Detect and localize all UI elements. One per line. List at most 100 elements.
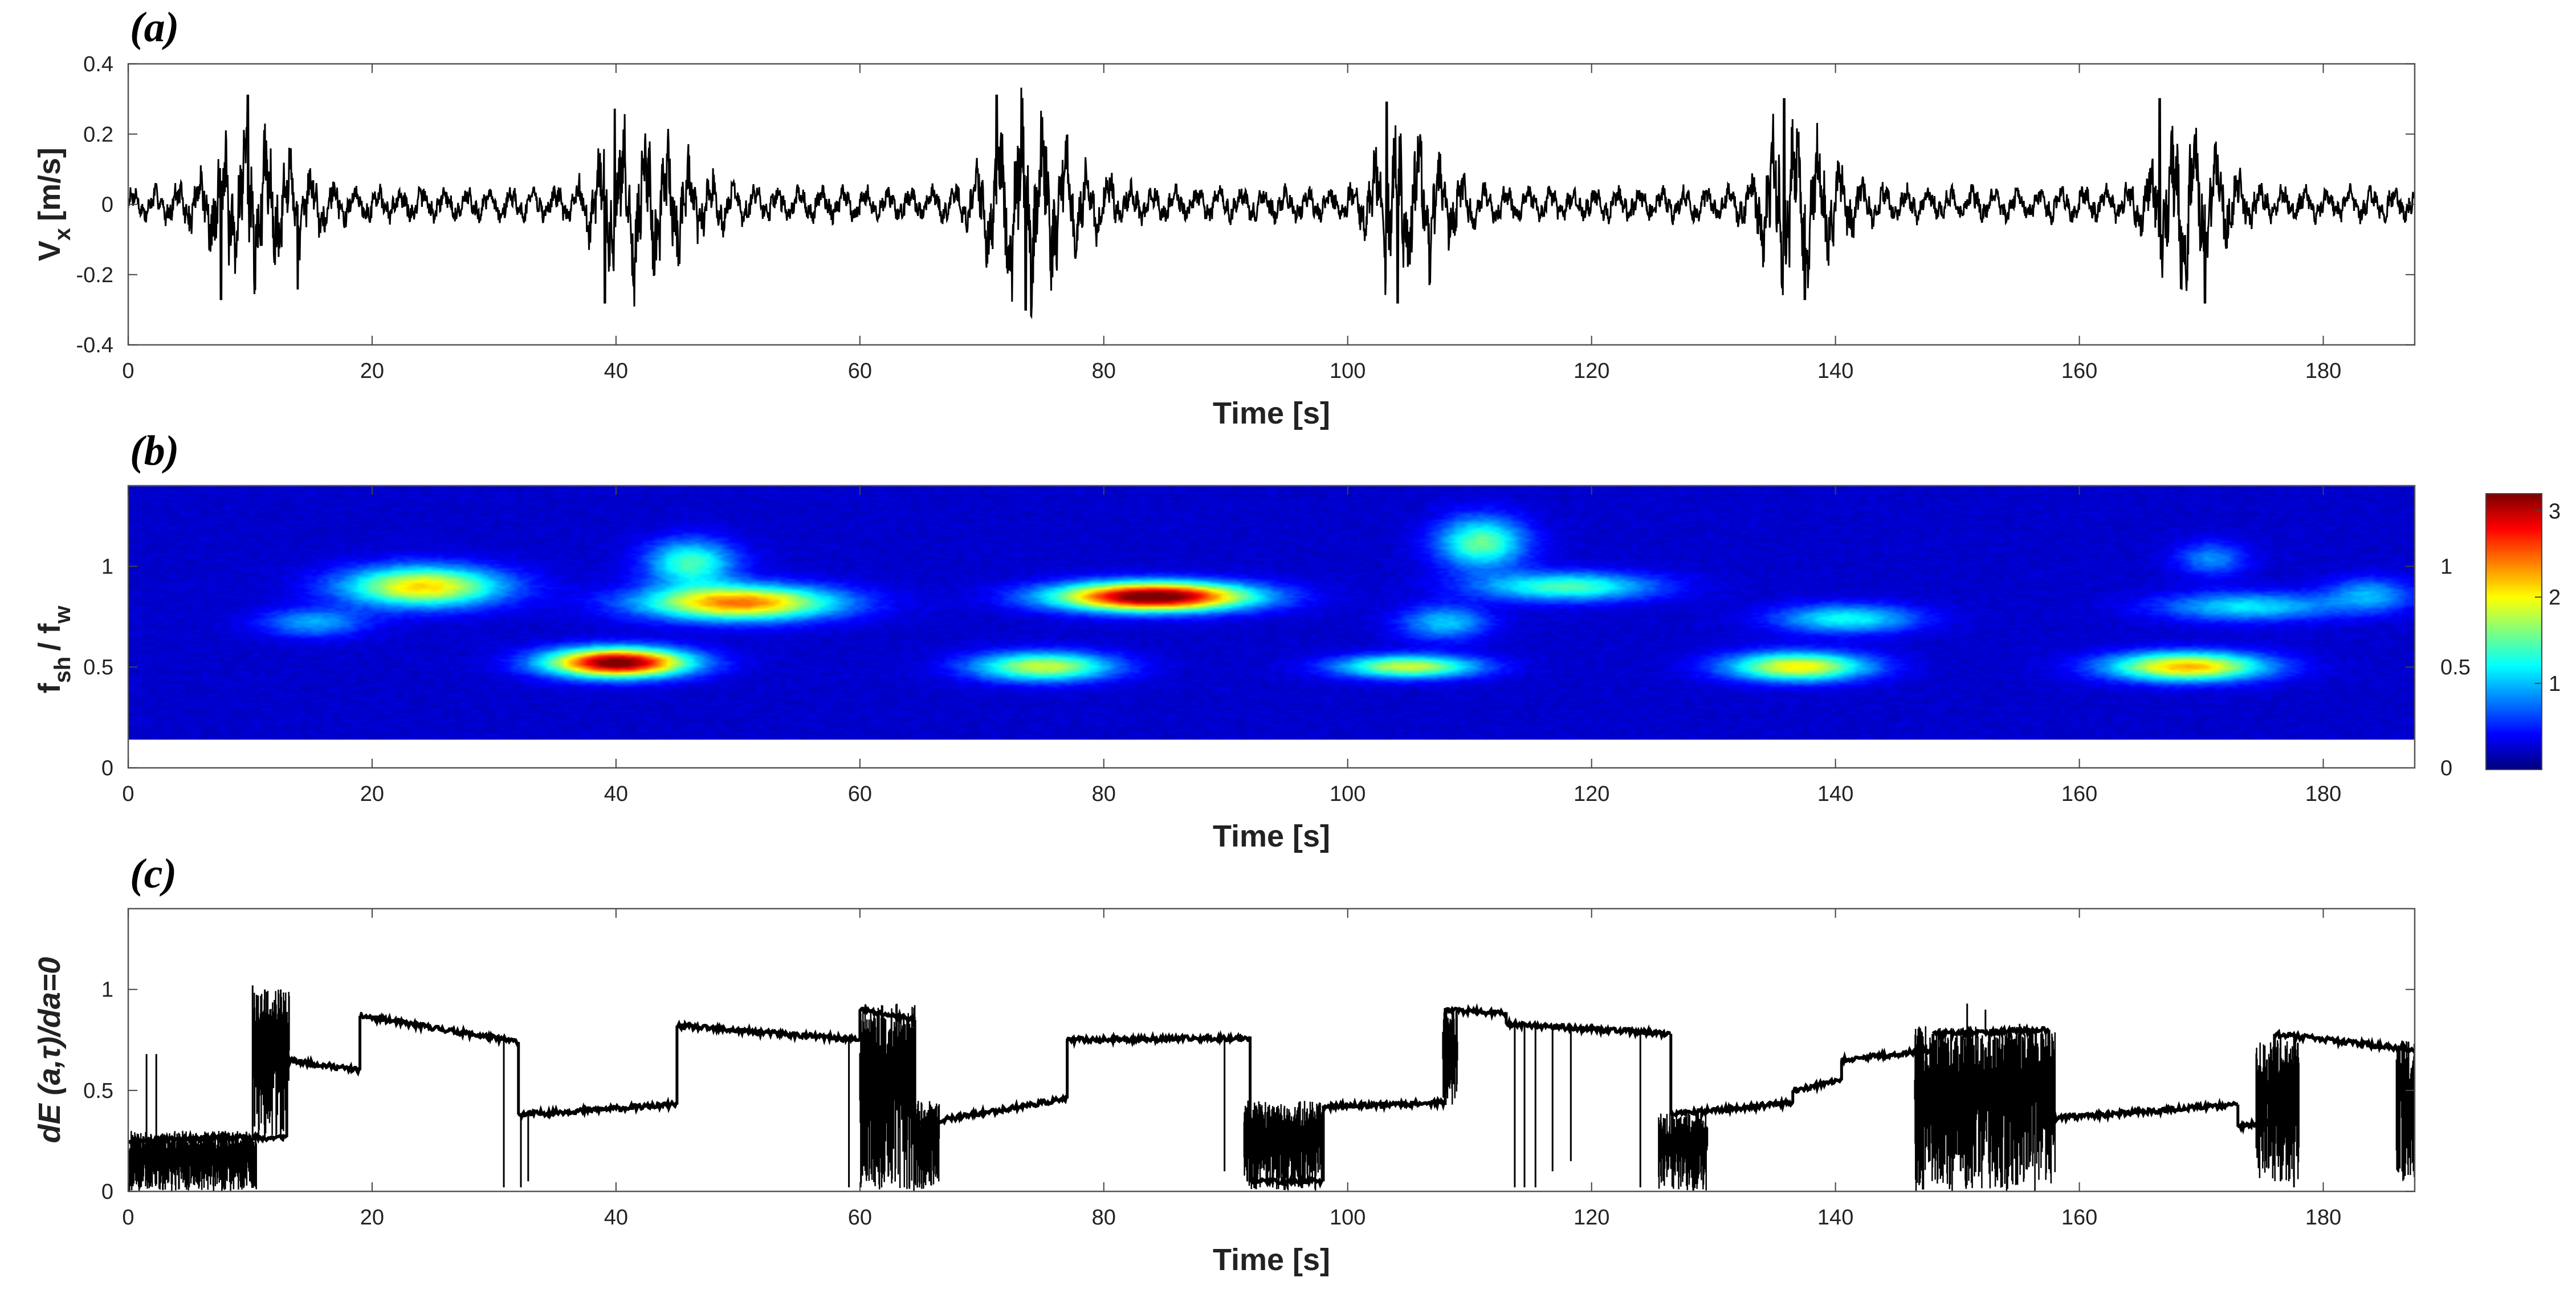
panel-a: (a) 0 20 40 60 80 100 120 140 160 180 -0.4 -0.2 0 0.2 0…: [32, 4, 2416, 430]
energy-segment: [858, 1003, 916, 1028]
colorbar-tick-label: 2: [2549, 586, 2561, 610]
energy-segment: [517, 1096, 678, 1121]
x-tick-label: 80: [1092, 1206, 1116, 1230]
x-tick-label: 120: [1574, 1206, 1609, 1230]
x-tick-label: 0: [122, 359, 134, 383]
energy-jitter-zone: [128, 1130, 257, 1191]
x-tick-label: 20: [360, 782, 384, 806]
energy-jitter-zone: [914, 1101, 940, 1189]
x-tick-label: 180: [2305, 1206, 2341, 1230]
x-tick-label: 140: [1817, 1206, 1853, 1230]
energy-segment: [1443, 1003, 1508, 1022]
x-tick-label: 180: [2305, 782, 2341, 806]
panel-b: (b) 1 2 3 0 0.5 1 0 20 40 60 80 100 120 140 160 180 0 0.5 1…: [32, 428, 2561, 853]
x-tick-label: 80: [1092, 359, 1116, 383]
panel-label: (a): [130, 4, 179, 51]
y-axis-label: fsh / fw: [32, 605, 75, 694]
colorbar-gradient: [2486, 494, 2542, 770]
energy-segment: [1322, 1096, 1447, 1115]
energy-segment: [285, 1052, 362, 1077]
y-tick-label: -0.2: [76, 263, 113, 287]
x-tick-label: 140: [1817, 359, 1853, 383]
x-tick-label: 100: [1330, 1206, 1366, 1230]
y-axis-label-main: f: [32, 682, 67, 693]
y-tick-label: 0: [101, 1180, 113, 1204]
energy-segment: [1669, 1095, 1795, 1120]
x-tick-label: 40: [604, 359, 628, 383]
right-y-tick-label: 0: [2440, 756, 2452, 780]
x-tick-label: 120: [1574, 359, 1609, 383]
y-tick-label: 0.4: [83, 52, 113, 76]
energy-jitter-zone: [2395, 1040, 2415, 1181]
panel-label: (b): [130, 428, 179, 474]
x-tick-label: 0: [122, 1206, 134, 1230]
energy-series: [128, 985, 2415, 1191]
y-tick-label: 0.5: [83, 656, 113, 679]
x-tick-label: 20: [360, 1206, 384, 1230]
velocity-series-line: [128, 87, 2415, 320]
x-tick-label: 160: [2061, 359, 2097, 383]
y-axis-label-unit: [m/s]: [32, 148, 67, 221]
plot-frame: [127, 908, 2416, 1193]
y-axis-label-mid: / f: [32, 623, 67, 651]
energy-segment: [913, 1093, 1069, 1129]
energy-jitter-zone: [1442, 1010, 1458, 1105]
energy-jitter-zone: [859, 1003, 916, 1191]
x-tick-label: 40: [604, 782, 628, 806]
y-axis-label: Vx [m/s]: [32, 148, 75, 261]
y-tick-label: 0: [101, 756, 113, 780]
y-axis-label-sub1: sh: [50, 657, 75, 683]
energy-segment: [1792, 1076, 1843, 1095]
energy-jitter-zone: [2255, 1040, 2300, 1182]
y-tick-label: 1: [101, 555, 113, 579]
y-axis-label-sub: x: [50, 228, 75, 241]
x-tick-label: 160: [2061, 1206, 2097, 1230]
energy-jitter-zone: [1914, 1026, 2056, 1191]
colorbar-frame: [2485, 493, 2542, 770]
energy-segment: [254, 1132, 288, 1144]
x-axis-label: Time [s]: [1213, 1243, 1330, 1277]
x-tick-label: 60: [848, 359, 872, 383]
energy-segment: [2047, 1097, 2239, 1125]
y-axis-label: dE (a,τ)/da=0: [32, 957, 67, 1144]
y-tick-label: 0.2: [83, 123, 113, 147]
y-tick-label: 0.5: [83, 1079, 113, 1103]
colorbar-tick-label: 1: [2549, 672, 2561, 696]
x-tick-label: 0: [122, 782, 134, 806]
x-tick-label: 40: [604, 1206, 628, 1230]
y-axis-label-sub2: w: [50, 605, 75, 624]
x-axis-label: Time [s]: [1213, 819, 1330, 853]
energy-jitter-zone: [253, 990, 290, 1140]
colorbar: 1 2 3: [2485, 493, 2561, 770]
energy-jitter-zone: [1243, 1100, 1324, 1191]
energy-segment: [2273, 1028, 2415, 1055]
energy-segment: [1065, 1030, 1252, 1049]
y-tick-label: -0.4: [76, 333, 113, 357]
x-tick-label: 20: [360, 359, 384, 383]
energy-jitter-zone: [1658, 1110, 1709, 1191]
panel-label: (c): [130, 851, 177, 897]
x-tick-label: 60: [848, 1206, 872, 1230]
spectrogram-heatmap: [128, 486, 2415, 740]
y-axis-label-main: V: [32, 241, 67, 261]
x-tick-label: 80: [1092, 782, 1116, 806]
x-tick-label: 180: [2305, 359, 2341, 383]
x-tick-label: 160: [2061, 782, 2097, 806]
x-tick-label: 140: [1817, 782, 1853, 806]
energy-segment: [359, 1011, 520, 1048]
x-tick-label: 100: [1330, 782, 1366, 806]
energy-segment: [1505, 1015, 1672, 1041]
x-tick-label: 100: [1330, 359, 1366, 383]
x-axis-label: Time [s]: [1213, 396, 1330, 430]
colorbar-tick-label: 3: [2549, 499, 2561, 523]
x-tick-label: 120: [1574, 782, 1609, 806]
energy-segment: [675, 1019, 862, 1045]
plot-frame: [127, 485, 2416, 769]
y-tick-label: 1: [101, 978, 113, 1002]
panel-c: (c) 0 20 40 60 80 100 120 140 160 180 0 0.5 1 Time [s]…: [32, 851, 2416, 1277]
x-tick-label: 60: [848, 782, 872, 806]
right-y-tick-label: 0.5: [2440, 656, 2471, 679]
y-tick-label: 0: [101, 193, 113, 217]
right-y-tick-label: 1: [2440, 555, 2452, 579]
